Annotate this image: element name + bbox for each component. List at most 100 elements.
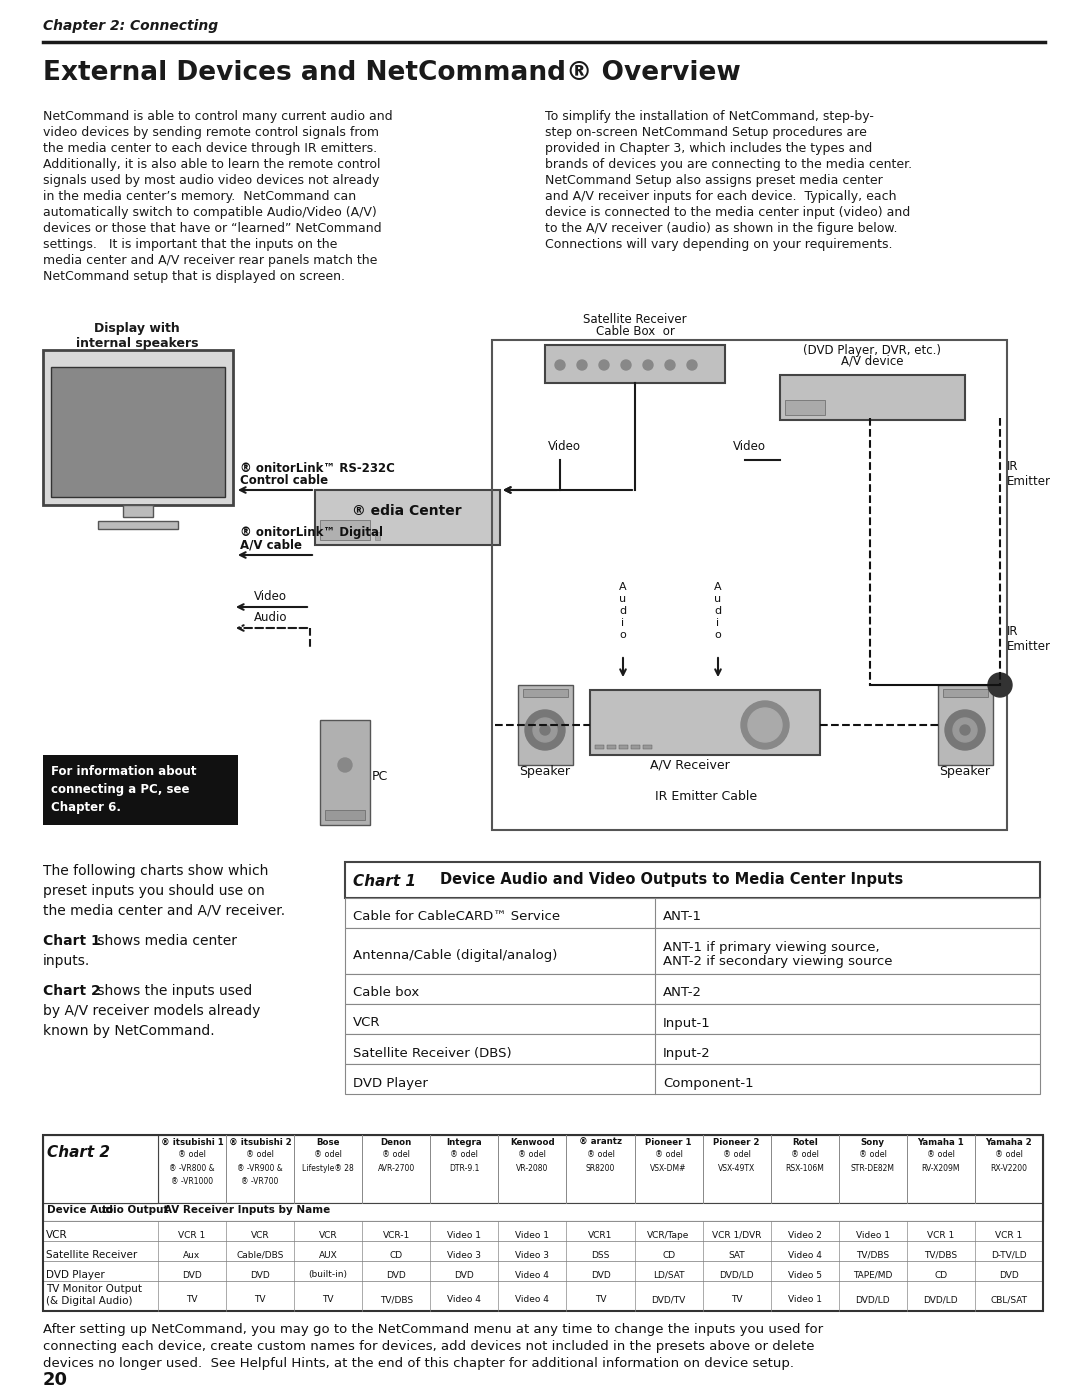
Circle shape bbox=[988, 673, 1012, 697]
Text: TV: TV bbox=[595, 1295, 606, 1305]
Text: IR
Emitter: IR Emitter bbox=[1007, 460, 1051, 488]
Bar bbox=[123, 504, 153, 517]
Text: Chapter 2: Connecting: Chapter 2: Connecting bbox=[43, 20, 218, 34]
Text: SAT: SAT bbox=[728, 1250, 745, 1260]
Text: ® odel: ® odel bbox=[859, 1150, 887, 1160]
Text: Lifestyle® 28: Lifestyle® 28 bbox=[302, 1164, 354, 1173]
Text: devices no longer used.  See Helpful Hints, at the end of this chapter for addit: devices no longer used. See Helpful Hint… bbox=[43, 1356, 794, 1370]
Text: video devices by sending remote control signals from: video devices by sending remote control … bbox=[43, 126, 379, 138]
Text: Chart 1: Chart 1 bbox=[353, 875, 416, 888]
Text: NetCommand setup that is displayed on screen.: NetCommand setup that is displayed on sc… bbox=[43, 270, 345, 284]
Text: ® odel: ® odel bbox=[450, 1150, 478, 1160]
Text: ® onitorLink™ RS-232C: ® onitorLink™ RS-232C bbox=[240, 462, 395, 475]
Text: DVD: DVD bbox=[251, 1270, 270, 1280]
Text: A/V device: A/V device bbox=[840, 355, 903, 367]
Bar bbox=[590, 690, 820, 754]
Text: Antenna/Cable (digital/analog): Antenna/Cable (digital/analog) bbox=[353, 949, 557, 961]
Text: Video 3: Video 3 bbox=[515, 1250, 550, 1260]
Text: DVD/LD: DVD/LD bbox=[719, 1270, 754, 1280]
Bar bbox=[43, 1134, 1043, 1310]
Text: RX-V2200: RX-V2200 bbox=[990, 1164, 1027, 1173]
Bar bbox=[325, 810, 365, 820]
Text: Cable/DBS: Cable/DBS bbox=[237, 1250, 284, 1260]
Text: VCR 1: VCR 1 bbox=[996, 1231, 1023, 1239]
Bar bbox=[523, 689, 568, 697]
Text: Audio: Audio bbox=[254, 610, 287, 624]
Text: DSS: DSS bbox=[592, 1250, 610, 1260]
Text: d: d bbox=[620, 606, 626, 616]
Text: by A/V receiver models already: by A/V receiver models already bbox=[43, 1004, 260, 1018]
Text: ® odel: ® odel bbox=[246, 1150, 274, 1160]
Text: ® onitorLink™ Digital: ® onitorLink™ Digital bbox=[240, 527, 383, 539]
Text: ANT-1 if primary viewing source,: ANT-1 if primary viewing source, bbox=[663, 940, 879, 954]
Bar bbox=[43, 1261, 1043, 1281]
Text: Satellite Receiver (DBS): Satellite Receiver (DBS) bbox=[353, 1046, 512, 1059]
Text: ® -VR800 &: ® -VR800 & bbox=[170, 1164, 215, 1173]
Text: After setting up NetCommand, you may go to the NetCommand menu at any time to ch: After setting up NetCommand, you may go … bbox=[43, 1323, 823, 1336]
Text: Video 1: Video 1 bbox=[515, 1231, 550, 1239]
Text: VCR 1: VCR 1 bbox=[178, 1231, 205, 1239]
Text: ® odel: ® odel bbox=[178, 1150, 206, 1160]
Text: known by NetCommand.: known by NetCommand. bbox=[43, 1024, 215, 1038]
Bar bbox=[619, 745, 627, 749]
Text: ® odel: ® odel bbox=[995, 1150, 1023, 1160]
Text: Cable Box  or: Cable Box or bbox=[595, 326, 674, 338]
Text: i: i bbox=[621, 617, 624, 629]
Text: automatically switch to compatible Audio/Video (A/V): automatically switch to compatible Audio… bbox=[43, 205, 377, 219]
Text: Integra: Integra bbox=[446, 1139, 482, 1147]
Bar bbox=[51, 367, 225, 497]
Bar bbox=[43, 754, 238, 826]
Text: VCR-1: VCR-1 bbox=[382, 1231, 410, 1239]
Bar bbox=[607, 745, 616, 749]
Text: Chart 2: Chart 2 bbox=[43, 983, 100, 997]
Text: ® odel: ® odel bbox=[518, 1150, 546, 1160]
Text: shows media center: shows media center bbox=[93, 935, 238, 949]
Text: ® odel: ® odel bbox=[654, 1150, 683, 1160]
Text: Video 5: Video 5 bbox=[787, 1270, 822, 1280]
Text: step on-screen NetCommand Setup procedures are: step on-screen NetCommand Setup procedur… bbox=[545, 126, 867, 138]
Text: CBL/SAT: CBL/SAT bbox=[990, 1295, 1027, 1305]
Text: d: d bbox=[715, 606, 721, 616]
Bar bbox=[320, 520, 370, 541]
Bar bbox=[320, 719, 370, 826]
Text: AV Receiver Inputs by Name: AV Receiver Inputs by Name bbox=[164, 1206, 330, 1215]
Text: ANT-2: ANT-2 bbox=[663, 986, 702, 999]
Text: Sony: Sony bbox=[861, 1139, 885, 1147]
Text: Device Audio and Video Outputs to Media Center Inputs: Device Audio and Video Outputs to Media … bbox=[440, 872, 903, 887]
Circle shape bbox=[338, 759, 352, 773]
Circle shape bbox=[555, 360, 565, 370]
Text: TV: TV bbox=[323, 1295, 334, 1305]
FancyBboxPatch shape bbox=[43, 351, 233, 504]
Text: Video 4: Video 4 bbox=[787, 1250, 822, 1260]
Text: device is connected to the media center input (video) and: device is connected to the media center … bbox=[545, 205, 910, 219]
Text: STR-DE82M: STR-DE82M bbox=[851, 1164, 895, 1173]
Text: Kenwood: Kenwood bbox=[510, 1139, 555, 1147]
Circle shape bbox=[525, 710, 565, 750]
Text: media center and A/V receiver rear panels match the: media center and A/V receiver rear panel… bbox=[43, 254, 377, 267]
Text: Rotel: Rotel bbox=[792, 1139, 818, 1147]
Text: ® itsubishi 1: ® itsubishi 1 bbox=[161, 1139, 224, 1147]
Text: Video 2: Video 2 bbox=[787, 1231, 822, 1239]
Text: Video: Video bbox=[548, 440, 581, 453]
Bar bbox=[518, 685, 573, 766]
Text: connecting each device, create custom names for devices, add devices not include: connecting each device, create custom na… bbox=[43, 1340, 814, 1354]
Text: VCR1: VCR1 bbox=[589, 1231, 612, 1239]
Bar bbox=[43, 1241, 1043, 1261]
Text: DVD/LD: DVD/LD bbox=[855, 1295, 890, 1305]
Text: ® -VR700: ® -VR700 bbox=[242, 1178, 279, 1186]
Text: ® odel: ® odel bbox=[314, 1150, 342, 1160]
Text: ® odel: ® odel bbox=[723, 1150, 751, 1160]
Text: VCR/Tape: VCR/Tape bbox=[647, 1231, 690, 1239]
Text: ® odel: ® odel bbox=[791, 1150, 819, 1160]
Text: the media center and A/V receiver.: the media center and A/V receiver. bbox=[43, 904, 285, 918]
Circle shape bbox=[540, 725, 550, 735]
Bar bbox=[785, 400, 825, 415]
Bar bbox=[158, 1134, 1043, 1203]
Text: signals used by most audio video devices not already: signals used by most audio video devices… bbox=[43, 175, 379, 187]
Text: (built-in): (built-in) bbox=[309, 1270, 348, 1280]
Text: Video: Video bbox=[733, 440, 766, 453]
Text: TV/DBS: TV/DBS bbox=[924, 1250, 958, 1260]
Text: VR-2080: VR-2080 bbox=[516, 1164, 549, 1173]
Text: ® -VR900 &: ® -VR900 & bbox=[238, 1164, 283, 1173]
Text: TV: TV bbox=[731, 1295, 742, 1305]
